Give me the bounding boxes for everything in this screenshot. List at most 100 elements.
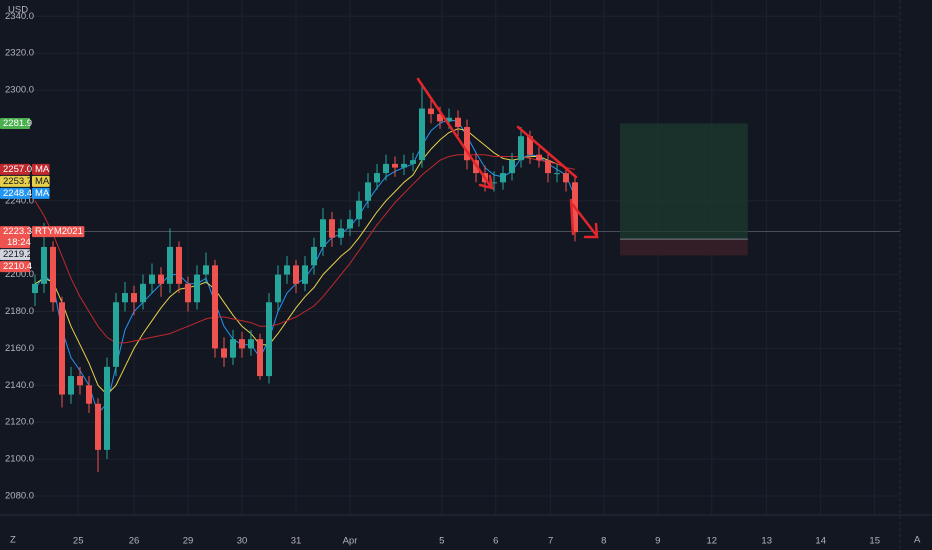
candle-body (203, 265, 210, 275)
candle-body (437, 114, 444, 122)
candle-body (536, 154, 543, 161)
candle-body (212, 265, 219, 349)
candle-body (275, 274, 282, 303)
price-label-bg (0, 175, 30, 187)
x-tick-label: 8 (601, 536, 606, 547)
candle-body (194, 274, 201, 303)
x-tick-label: 26 (129, 536, 140, 547)
price-labels: 2080.0 2100.0 2120.0 2140.0 2160.0 2180.0 2200… (0, 11, 880, 547)
candle-body (176, 246, 183, 284)
profit-zone (620, 123, 748, 240)
price-label-bg (0, 163, 30, 175)
candle-body (320, 219, 327, 247)
price-label-bg (0, 226, 30, 249)
candle-body (419, 108, 426, 161)
candle-body (464, 126, 471, 161)
price-label: 2257.0 (3, 164, 32, 175)
y-tick-label: 2180.0 (5, 306, 34, 317)
candle-body (59, 302, 66, 395)
candle-body (32, 283, 39, 294)
x-tick-label: 5 (439, 536, 444, 547)
x-tick-label: 6 (493, 536, 498, 547)
ma-line (34, 154, 576, 344)
x-tick-label: Apr (343, 536, 358, 547)
candle-body (149, 274, 156, 284)
candle-body (104, 366, 111, 450)
candle-body (68, 376, 75, 395)
candle-body (410, 160, 417, 164)
candle-body (554, 173, 561, 175)
candle-body (518, 136, 525, 161)
price-tag-bg (32, 175, 50, 187)
candle-body (563, 173, 570, 183)
ma-line (34, 128, 576, 396)
x-tick-label: 12 (707, 536, 718, 547)
trend-arrow[interactable] (569, 198, 599, 239)
price-label-bg (0, 261, 30, 273)
price-tag: MA (35, 188, 50, 199)
price-tag: MA (35, 164, 50, 175)
y-tick-label: 2160.0 (5, 343, 34, 354)
price-tag: MA (35, 176, 50, 187)
stop-zone (620, 239, 748, 256)
price-label-bg (0, 117, 30, 129)
grid (30, 0, 900, 515)
x-tick-label: 9 (655, 536, 660, 547)
trend-arrow[interactable] (416, 77, 494, 190)
y-tick-label: 2320.0 (5, 48, 34, 59)
candle-body (257, 339, 264, 377)
x-tick-label: 13 (761, 536, 772, 547)
candle-body (77, 376, 84, 386)
x-tick-label: 31 (291, 536, 302, 547)
candle-body (230, 339, 237, 358)
y-tick-label: 2140.0 (5, 380, 34, 391)
candle-body (374, 173, 381, 183)
price-label: 2248.4 (3, 188, 32, 199)
candle-body (239, 339, 246, 349)
candle-body (338, 228, 345, 238)
corner-button[interactable]: Z (10, 535, 16, 546)
candle-body (527, 136, 534, 155)
y-tick-label: 2200.0 (5, 269, 34, 280)
x-tick-label: 29 (183, 536, 194, 547)
position-tool[interactable] (620, 123, 748, 256)
candle-body (329, 219, 336, 238)
candle-body (41, 246, 48, 284)
x-tick-label: 30 (237, 536, 248, 547)
y-tick-label: 2080.0 (5, 491, 34, 502)
price-label-bg (0, 187, 30, 199)
candle-body (266, 302, 273, 377)
price-label: 2253.7 (3, 176, 32, 187)
y-tick-label: 2340.0 (5, 11, 34, 22)
candle-body (428, 108, 435, 115)
x-tick-label: 25 (73, 536, 84, 547)
price-tag: RTYM2021 (35, 226, 83, 237)
price-label: 2223.3 (3, 226, 32, 237)
candle-body (185, 283, 192, 303)
candle-body (509, 160, 516, 174)
price-tag-bg (32, 187, 50, 199)
candle-body (455, 117, 462, 127)
candle-body (86, 385, 93, 404)
candle-body (491, 182, 498, 184)
candle-body (311, 246, 318, 266)
candle-body (95, 403, 102, 450)
candle-body (248, 339, 255, 349)
countdown-label: 18:24 (7, 237, 31, 248)
candle-body (356, 200, 363, 220)
trend-line[interactable] (516, 125, 578, 179)
candle-body (383, 163, 390, 174)
y-tick-label: 2120.0 (5, 417, 34, 428)
drawings[interactable] (416, 77, 599, 239)
candle-body (545, 160, 552, 174)
candle-body (347, 219, 354, 229)
y-tick-label: 2100.0 (5, 454, 34, 465)
candle-body (446, 117, 453, 122)
x-tick-label: 14 (815, 536, 826, 547)
candle-body (113, 302, 120, 367)
auto-scale-button[interactable]: A (914, 535, 921, 546)
candle-body (365, 182, 372, 201)
candle-body (302, 265, 309, 284)
